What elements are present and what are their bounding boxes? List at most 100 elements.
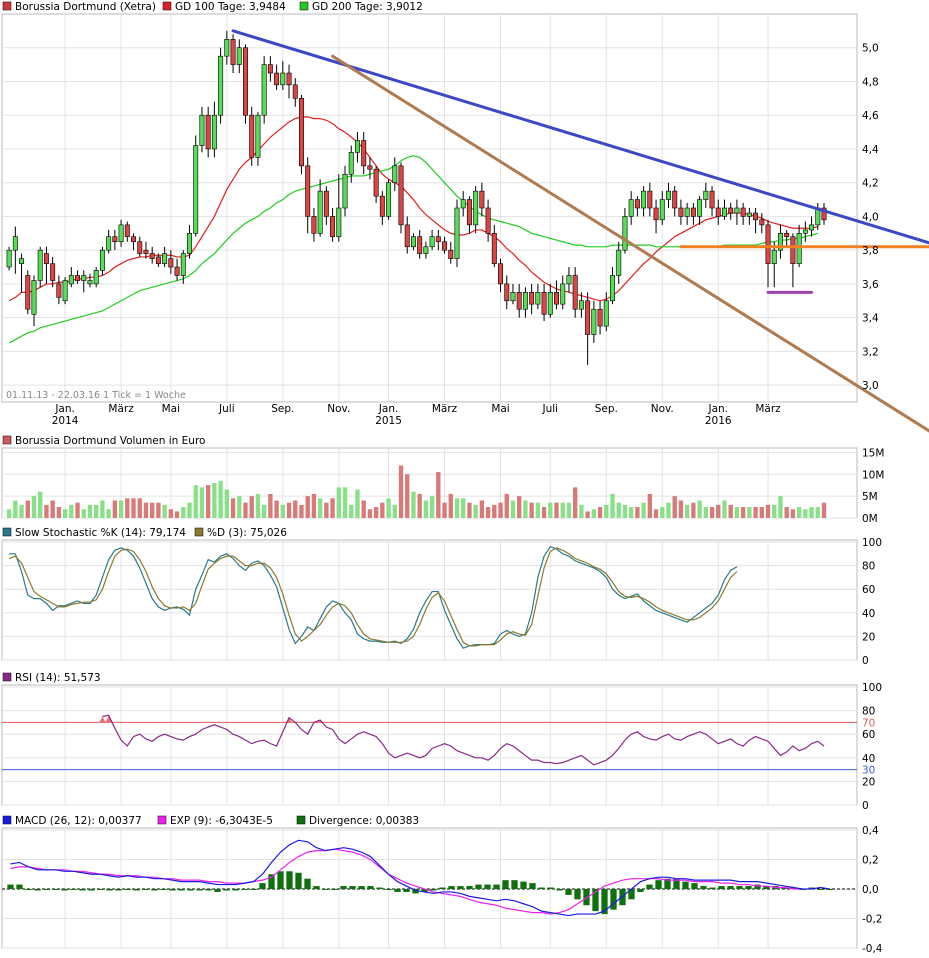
candle-body bbox=[373, 168, 379, 197]
stoch-d-line bbox=[8, 547, 738, 647]
divergence-bar bbox=[304, 878, 311, 889]
candle-body bbox=[330, 216, 336, 237]
candle-body bbox=[666, 190, 671, 200]
divergence-bar bbox=[466, 886, 473, 889]
candle-body bbox=[429, 236, 435, 248]
candle-body bbox=[460, 199, 466, 209]
candle-body bbox=[821, 207, 827, 221]
volume-bar bbox=[504, 493, 509, 518]
volume-bar bbox=[548, 502, 553, 518]
volume-bar bbox=[230, 498, 236, 518]
volume-y-axis: 15M 10M 5M 0M bbox=[862, 447, 884, 525]
volume-bar bbox=[6, 509, 12, 518]
divergence-bar bbox=[340, 886, 347, 889]
candle-body bbox=[174, 266, 180, 276]
price-y-tick-label: 4,8 bbox=[862, 76, 879, 88]
divergence-bar bbox=[241, 889, 248, 890]
x-tick-label: Jan. bbox=[707, 403, 728, 415]
candle-body bbox=[522, 292, 528, 310]
candle-body bbox=[361, 140, 367, 167]
candle-body bbox=[784, 233, 790, 237]
candle-body bbox=[155, 256, 161, 264]
candle-body bbox=[386, 182, 392, 217]
volume-bar bbox=[392, 504, 397, 518]
volume-bar bbox=[423, 500, 429, 518]
volume-bar bbox=[498, 502, 503, 518]
stoch-y-axis: 100 80 60 40 20 0 bbox=[862, 537, 882, 667]
volume-bar bbox=[349, 504, 354, 518]
legend-label-gd200: GD 200 Tage: 3,9012 bbox=[312, 1, 423, 13]
volume-y-tick-label: 0M bbox=[862, 513, 878, 525]
volume-bar bbox=[380, 502, 385, 518]
candle-body bbox=[715, 207, 721, 217]
volume-bar bbox=[299, 504, 304, 518]
legend-label-price: Borussia Dortmund (Xetra) bbox=[15, 1, 156, 13]
volume-bar bbox=[75, 502, 80, 518]
volume-bar bbox=[803, 509, 808, 518]
legend-label-stoch-d: %D (3): 75,026 bbox=[207, 527, 287, 539]
volume-bar bbox=[181, 507, 186, 518]
stoch-panel bbox=[1, 539, 858, 661]
volume-bar bbox=[199, 487, 205, 518]
candle-body bbox=[448, 249, 454, 259]
price-y-tick-label: 3,4 bbox=[862, 313, 879, 325]
stoch-y-tick-label: 20 bbox=[862, 631, 875, 643]
x-tick-label: Nov. bbox=[651, 403, 674, 415]
volume-bar bbox=[243, 502, 248, 518]
volume-bar bbox=[336, 487, 341, 518]
price-y-tick-label: 3,0 bbox=[862, 380, 879, 392]
candle-body bbox=[274, 72, 280, 86]
stoch-layer bbox=[8, 545, 738, 649]
volume-bar bbox=[405, 474, 410, 518]
volume-bar bbox=[722, 500, 727, 518]
candle-body bbox=[529, 292, 535, 305]
volume-bar bbox=[205, 485, 211, 518]
divergence-bar bbox=[223, 889, 230, 891]
candle-body bbox=[435, 236, 441, 243]
candle-body bbox=[137, 241, 143, 254]
candle-body bbox=[81, 275, 87, 281]
x-tick-label: Sep. bbox=[595, 403, 618, 415]
legend-label-exp: EXP (9): -6,3043E-5 bbox=[170, 815, 273, 827]
volume-bar bbox=[554, 502, 559, 518]
volume-bar bbox=[156, 502, 161, 518]
x-tick-label: Mai bbox=[162, 403, 180, 415]
macd-legend: MACD (26, 12): 0,00377 EXP (9): -6,3043E… bbox=[2, 815, 419, 827]
candle-body bbox=[323, 190, 329, 217]
divergence-bar bbox=[817, 889, 824, 890]
legend-swatch-exp bbox=[157, 815, 167, 825]
volume-bar bbox=[367, 509, 373, 518]
candle-body bbox=[697, 199, 703, 217]
volume-bar bbox=[485, 507, 491, 518]
price-chart-layer bbox=[6, 29, 929, 433]
volume-bar bbox=[38, 491, 43, 518]
divergence-bar bbox=[781, 887, 788, 889]
divergence-bar bbox=[61, 889, 68, 891]
candle-body bbox=[124, 224, 130, 237]
divergence-bar bbox=[142, 889, 149, 890]
price-y-tick-label: 4,4 bbox=[862, 144, 879, 156]
candle-body bbox=[809, 224, 815, 231]
rsi-y-tick-label: 20 bbox=[862, 776, 875, 788]
rsi-y-tick-label: 30 bbox=[862, 765, 875, 777]
candle-body bbox=[37, 249, 43, 281]
candle-body bbox=[336, 207, 342, 237]
volume-bar bbox=[100, 500, 105, 518]
divergence-bar bbox=[367, 886, 374, 889]
candle-body bbox=[149, 253, 155, 259]
divergence-bar bbox=[718, 886, 725, 889]
volume-bar bbox=[386, 498, 391, 518]
volume-y-tick-label: 15M bbox=[862, 447, 884, 459]
candle-body bbox=[19, 258, 25, 264]
legend-swatch-gd100 bbox=[162, 1, 172, 11]
candle-body bbox=[348, 152, 354, 175]
volume-bar bbox=[728, 504, 733, 518]
candle-body bbox=[659, 199, 665, 221]
x-year-label: 2014 bbox=[52, 415, 79, 427]
candle-body bbox=[299, 98, 304, 167]
candle-body bbox=[777, 233, 783, 251]
volume-bar bbox=[778, 496, 783, 518]
divergence-bar bbox=[493, 884, 500, 889]
divergence-bar bbox=[610, 889, 617, 910]
